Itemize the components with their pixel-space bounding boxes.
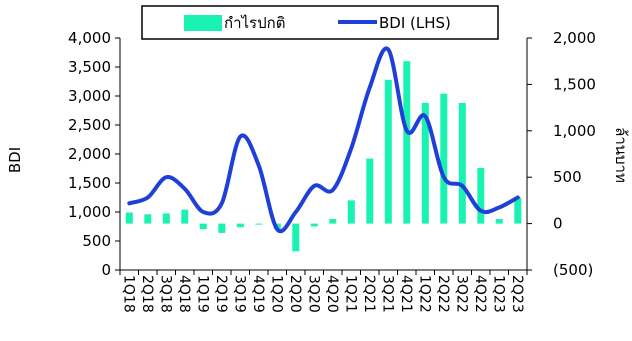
x-tick-label-1Q20: 1Q20 (268, 275, 284, 313)
x-tick-label-4Q20: 4Q20 (324, 275, 340, 313)
x-tick-label-3Q21: 3Q21 (379, 275, 395, 313)
bar-1Q21 (347, 200, 355, 224)
bar-4Q21 (403, 61, 411, 224)
bar-2Q21 (366, 158, 374, 224)
bar-1Q19 (199, 223, 207, 230)
line-layer (127, 46, 520, 234)
x-tick-label-2Q22: 2Q22 (435, 275, 451, 313)
bar-2Q22 (440, 93, 448, 224)
y-left-tick-label: 500 (82, 232, 111, 250)
bar-4Q22 (477, 167, 485, 224)
x-tick-label-1Q21: 1Q21 (342, 275, 358, 313)
x-tick-label-1Q23: 1Q23 (490, 275, 506, 313)
x-tick-label-3Q18: 3Q18 (157, 275, 173, 313)
legend: กำไรปกติ BDI (LHS) (141, 5, 499, 40)
y-left-tick-label: 4,000 (68, 29, 111, 47)
bar-3Q20 (310, 223, 318, 227)
bar-1Q22 (421, 103, 429, 224)
bar-3Q18 (162, 213, 170, 224)
y-left-tick-label: 2,500 (68, 116, 111, 134)
bar-3Q22 (458, 103, 466, 224)
bar-3Q21 (384, 79, 392, 224)
x-tick-label-2Q23: 2Q23 (509, 275, 525, 313)
axes-layer (115, 37, 532, 275)
y-right-tick-label: 1,500 (553, 75, 596, 93)
bar-2Q18 (144, 214, 152, 224)
y-left-tick-label: 1,000 (68, 203, 111, 221)
y-left-tick-label: 2,000 (68, 145, 111, 163)
x-tick-label-1Q19: 1Q19 (194, 275, 210, 313)
bar-4Q18 (181, 209, 189, 224)
legend-label-bdi: BDI (LHS) (379, 14, 451, 32)
bar-2Q19 (218, 223, 226, 233)
x-tick-label-2Q18: 2Q18 (139, 275, 155, 313)
bar-1Q23 (495, 219, 503, 224)
bars-layer (125, 61, 522, 252)
bar-1Q18 (125, 212, 133, 224)
x-tick-label-2Q20: 2Q20 (287, 275, 303, 313)
y-right-tick-label: 0 (553, 215, 563, 233)
x-tick-label-3Q19: 3Q19 (231, 275, 247, 313)
y-right-axis-title: ล้านบาท (612, 127, 630, 183)
y-left-tick-label: 3,500 (68, 58, 111, 76)
y-right-tick-label: 2,000 (553, 29, 596, 47)
y-left-tick-label: 3,000 (68, 87, 111, 105)
x-tick-label-4Q21: 4Q21 (398, 275, 414, 313)
x-tick-label-1Q22: 1Q22 (416, 275, 432, 313)
y-left-axis-title: BDI (6, 147, 24, 173)
bar-3Q19 (236, 223, 244, 228)
bar-2Q23 (514, 197, 522, 224)
x-tick-label-2Q21: 2Q21 (361, 275, 377, 313)
bar-4Q19 (255, 223, 263, 225)
bdi-series-line (127, 46, 520, 234)
x-tick-label-4Q19: 4Q19 (250, 275, 266, 313)
y-right-tick-label: 1,000 (553, 122, 596, 140)
x-tick-label-3Q22: 3Q22 (453, 275, 469, 313)
bar-2Q20 (292, 223, 300, 252)
x-tick-label-4Q18: 4Q18 (176, 275, 192, 313)
legend-label-profit: กำไรปกติ (224, 14, 285, 32)
x-tick-label-3Q20: 3Q20 (305, 275, 321, 313)
y-right-tick-label: (500) (553, 261, 593, 279)
y-left-tick-label: 0 (101, 261, 111, 279)
x-tick-label-1Q18: 1Q18 (120, 275, 136, 313)
tick-labels-layer: 0 500 1,000 1,500 2,000 2,500 3,000 3,500 4,000 (… (68, 29, 596, 313)
y-left-tick-label: 1,500 (68, 174, 111, 192)
x-tick-label-2Q19: 2Q19 (213, 275, 229, 313)
x-tick-label-4Q22: 4Q22 (472, 275, 488, 313)
legend-swatch-profit (184, 15, 222, 31)
y-right-tick-label: 500 (553, 168, 582, 186)
bar-4Q20 (329, 219, 337, 224)
